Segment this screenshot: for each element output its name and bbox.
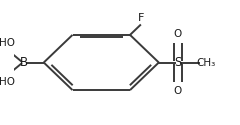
Text: O: O: [174, 29, 182, 39]
Text: F: F: [138, 13, 144, 23]
Text: O: O: [174, 86, 182, 96]
Text: HO: HO: [0, 77, 15, 87]
Text: B: B: [19, 56, 28, 69]
Text: CH₃: CH₃: [197, 58, 216, 68]
Text: S: S: [174, 56, 182, 69]
Text: HO: HO: [0, 38, 15, 48]
